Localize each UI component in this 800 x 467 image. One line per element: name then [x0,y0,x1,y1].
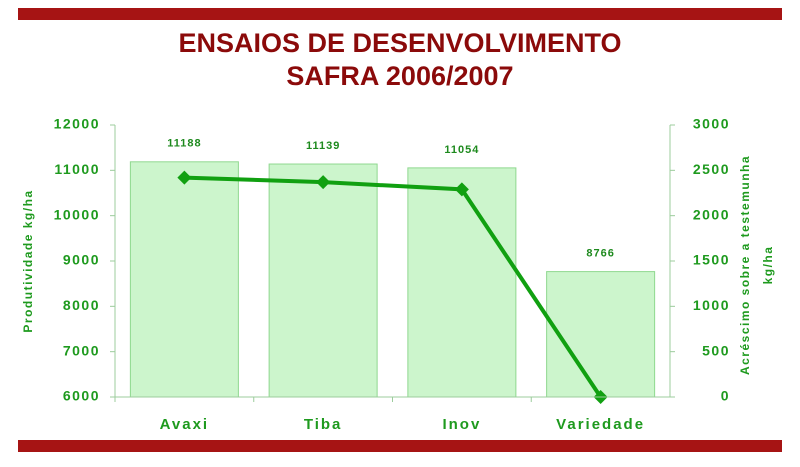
data-label: 11139 [306,140,340,152]
y2-tick-label: 500 [702,342,730,358]
y-tick-label: 7000 [63,342,100,358]
y-tick-label: 10000 [54,206,100,222]
y2-tick-label: 1000 [693,297,730,313]
bar [546,271,656,398]
y-tick-label: 11000 [54,161,100,177]
y2-tick-label: 2000 [693,206,730,222]
chart-subtitle: SAFRA 2006/2007 [286,61,513,91]
y2-tick-label: 2500 [693,161,730,177]
y-tick-label: 6000 [63,388,100,404]
marker [177,170,192,185]
x-tick-label: Inov [442,416,481,433]
data-label: 11188 [167,138,201,150]
bar [268,163,378,398]
marker [316,175,331,190]
data-label: 8766 [586,248,614,260]
y-axis-label: Produtividade kg/ha [21,189,35,332]
x-tick-label: Variedade [556,416,645,433]
banner-bottom [18,440,782,452]
y-tick-label: 9000 [63,252,100,268]
y2-axis-label: Acréscimo sobre a testemunha [738,155,752,375]
x-tick-label: Tiba [304,416,343,433]
banner-top [18,8,782,20]
bar [129,161,239,398]
y2-tick-label: 0 [721,388,730,404]
line [184,175,603,399]
y-tick-label: 12000 [54,116,100,132]
y2-tick-label: 3000 [693,116,730,132]
x-tick-label: Avaxi [160,416,209,433]
y-tick-label: 8000 [63,297,100,313]
bar [407,167,517,398]
marker [454,182,469,197]
y2-axis-label: kg/ha [761,246,775,285]
data-label: 11054 [444,144,479,156]
chart-title: ENSAIOS DE DESENVOLVIMENTO [178,28,621,58]
y2-tick-label: 1500 [693,252,730,268]
